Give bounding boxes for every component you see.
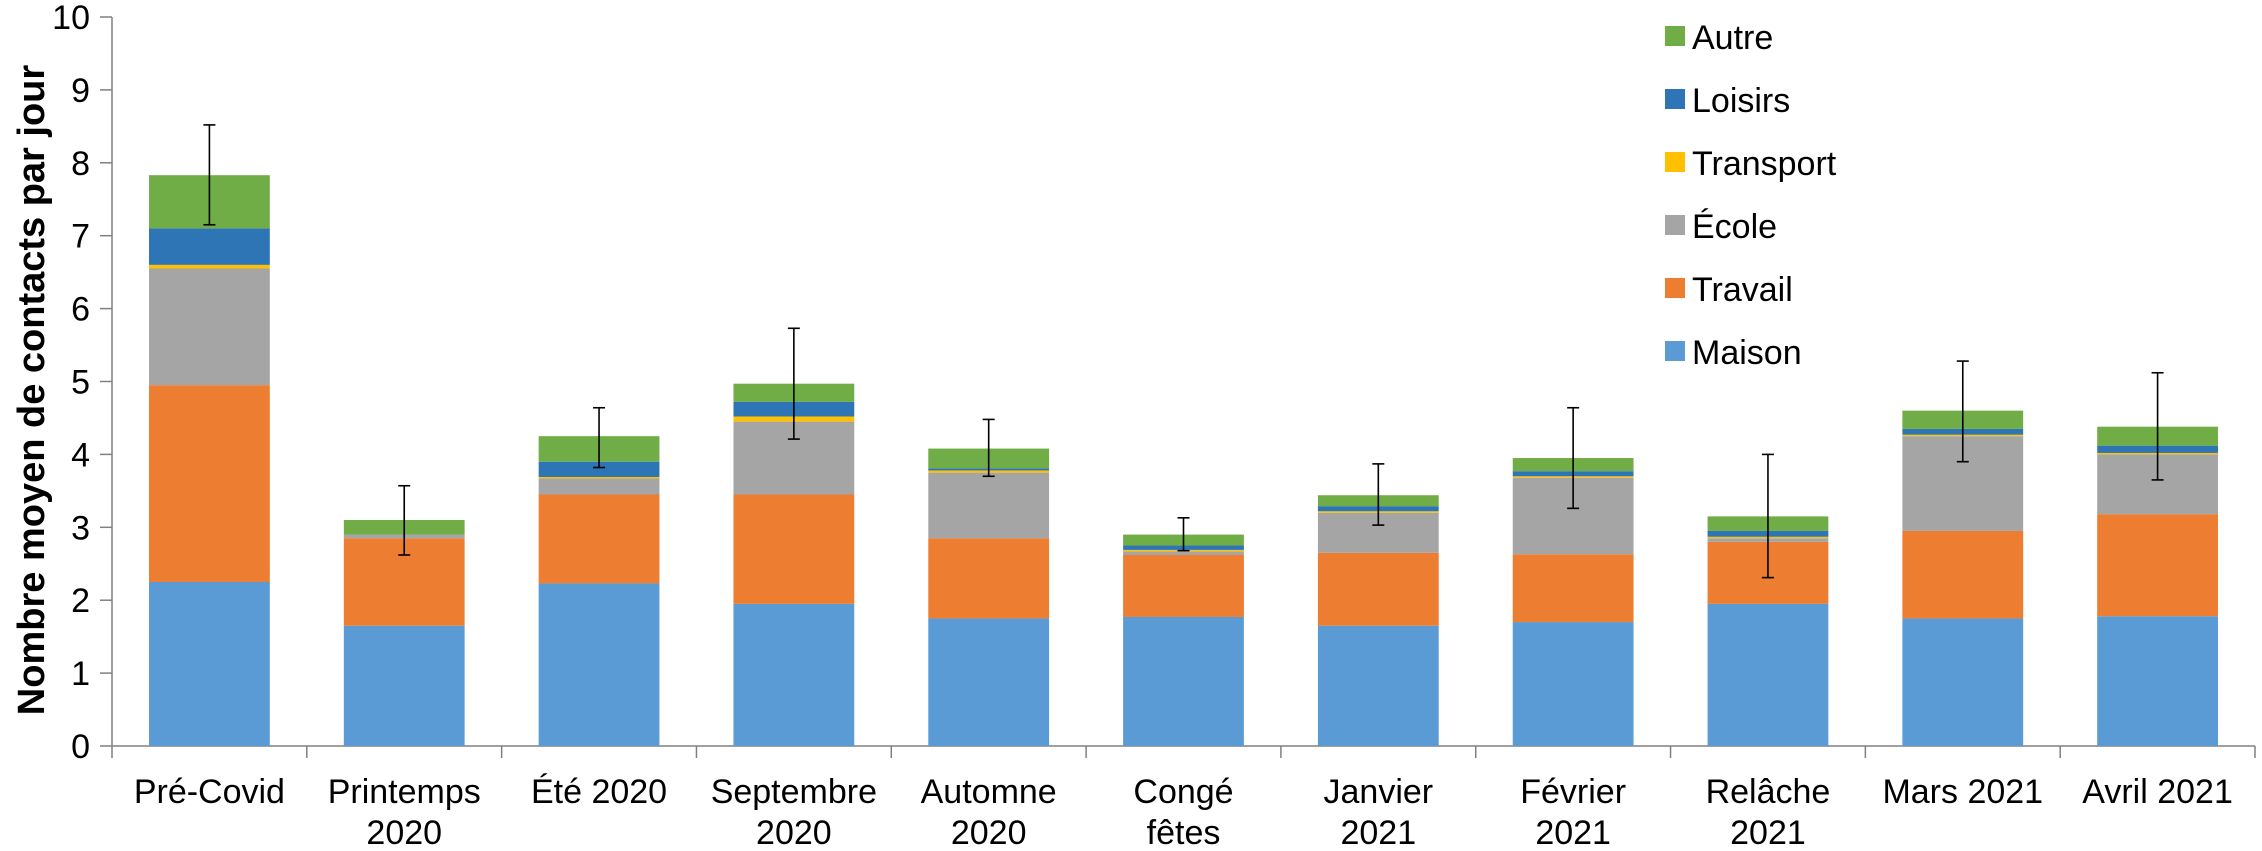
y-axis: 0 1 2 3 4 5 6 7 8 9 10 xyxy=(52,0,113,766)
bar-segment-maison xyxy=(928,618,1050,746)
bar-segment-maison xyxy=(1902,618,2024,746)
y-axis-title: Nombre moyen de contacts par jour xyxy=(11,65,53,716)
y-tick-label: 5 xyxy=(71,364,90,402)
y-tick-label: 6 xyxy=(71,291,90,329)
legend-label: Travail xyxy=(1692,271,1793,309)
bar-segment-maison xyxy=(1707,603,1829,746)
legend-label: Transport xyxy=(1692,145,1837,183)
y-tick-label: 0 xyxy=(71,728,90,766)
bar-segment-loisirs xyxy=(149,228,270,265)
bar-segment--cole xyxy=(928,472,1050,539)
category-label: 2021 xyxy=(1730,814,1806,851)
legend-swatch xyxy=(1665,89,1685,109)
bar-segment-travail xyxy=(733,494,855,604)
category-label: 2021 xyxy=(1535,814,1611,851)
bar-segment-travail xyxy=(2097,514,2218,617)
bar-segment-travail xyxy=(1902,530,2024,619)
bar-segment-travail xyxy=(1512,554,1634,623)
y-tick-label: 10 xyxy=(52,0,90,37)
legend-label: Loisirs xyxy=(1692,82,1790,120)
bar-segment-loisirs xyxy=(538,461,660,477)
category-label: Septembre xyxy=(711,773,877,811)
bar-segment-maison xyxy=(1317,625,1439,746)
category-label: Relâche xyxy=(1706,773,1831,811)
category-label: Mars 2021 xyxy=(1882,773,2043,811)
bar-segment-travail xyxy=(538,494,660,584)
bar-segment-maison xyxy=(1123,616,1244,746)
legend-swatch xyxy=(1665,278,1685,298)
bar-segment--cole xyxy=(538,478,660,495)
y-tick-label: 9 xyxy=(71,72,90,110)
bar-segment-travail xyxy=(1123,555,1244,617)
bar-segment--cole xyxy=(1123,551,1244,556)
category-label: Pré-Covid xyxy=(134,773,285,811)
error-bars xyxy=(203,124,2164,579)
category-label: 2020 xyxy=(756,814,832,851)
legend-label: Autre xyxy=(1692,19,1773,57)
y-tick-label: 2 xyxy=(71,582,90,620)
y-tick-label: 3 xyxy=(71,509,90,547)
bar-segment-maison xyxy=(343,625,465,746)
category-label: Printemps xyxy=(328,773,481,811)
x-axis xyxy=(111,745,2256,758)
category-label: Avril 2021 xyxy=(2082,773,2233,811)
legend: Autre Loisirs Transport École Travail Maison xyxy=(1665,19,1837,372)
category-label: 2020 xyxy=(366,814,442,851)
bars xyxy=(149,175,2218,746)
legend-swatch xyxy=(1665,215,1685,235)
legend-swatch xyxy=(1665,26,1685,46)
y-tick-label: 1 xyxy=(71,655,90,693)
legend-swatch xyxy=(1665,152,1685,172)
bar-segment-travail xyxy=(1317,552,1439,626)
bar-segment--cole xyxy=(149,268,270,386)
bar-segment-transport xyxy=(149,264,270,269)
y-tick-label: 7 xyxy=(71,218,90,256)
legend-label: Maison xyxy=(1692,334,1802,372)
bar-segment-maison xyxy=(538,583,660,746)
bar-segment-maison xyxy=(1512,622,1634,746)
category-label: Janvier xyxy=(1324,773,1434,811)
bar-segment-travail xyxy=(149,385,270,582)
bar-segment-travail xyxy=(928,538,1050,619)
category-label: Automne xyxy=(921,773,1057,811)
bar-segment-maison xyxy=(149,581,270,746)
category-label: 2021 xyxy=(1340,814,1416,851)
legend-swatch xyxy=(1665,341,1685,361)
category-label: Été 2020 xyxy=(531,773,667,811)
y-tick-label: 8 xyxy=(71,145,90,183)
bar-segment-maison xyxy=(733,603,855,746)
bar-segment-transport xyxy=(538,476,660,479)
category-label: 2020 xyxy=(951,814,1027,851)
y-tick-label: 4 xyxy=(71,436,90,474)
category-label: Février xyxy=(1520,773,1626,811)
category-label: fêtes xyxy=(1147,814,1221,851)
legend-label: École xyxy=(1692,208,1777,246)
category-label: Congé xyxy=(1133,773,1233,811)
bar-segment-maison xyxy=(2097,616,2218,746)
